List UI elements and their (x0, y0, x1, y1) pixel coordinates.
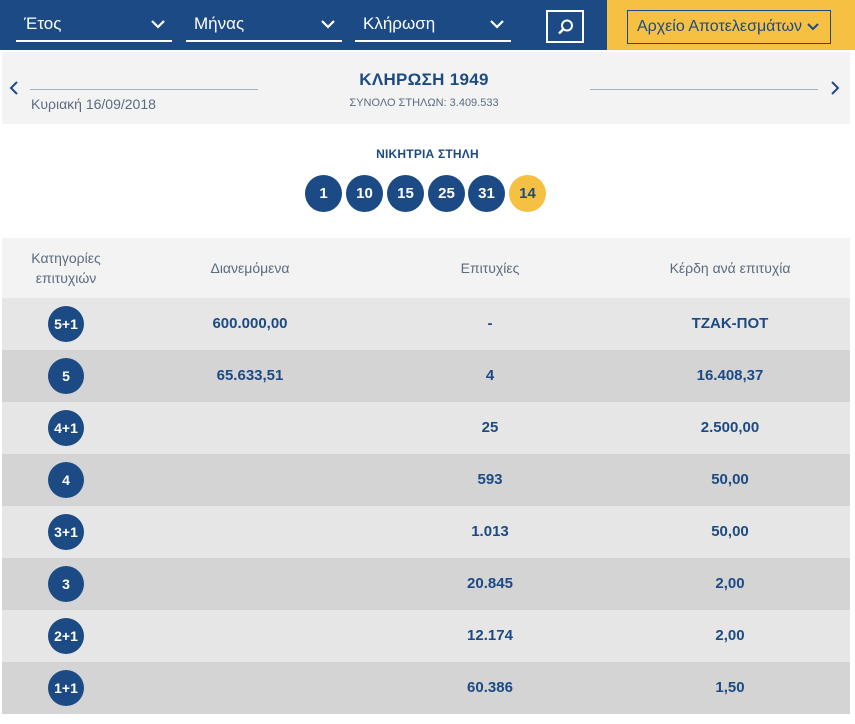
table-row: 3+1 1.013 50,00 (2, 506, 850, 558)
distributed-cell: 65.633,51 (216, 367, 284, 384)
distributed-cell (130, 454, 370, 506)
total-columns: ΣΥΝΟΛΟ ΣΤΗΛΩΝ: 3.409.533 (349, 97, 499, 109)
next-draw-arrow-icon[interactable] (829, 80, 841, 96)
category-badge: 5+1 (48, 306, 84, 342)
number-ball: 10 (346, 175, 383, 212)
previous-draw-arrow-icon[interactable] (8, 80, 20, 96)
draw-title: ΚΛΗΡΩΣΗ 1949 (359, 70, 489, 89)
table-row: 3 20.845 2,00 (2, 558, 850, 610)
draw-dropdown[interactable]: Κλήρωση (355, 10, 511, 42)
category-badge: 2+1 (48, 618, 84, 654)
joker-ball: 14 (509, 175, 546, 212)
month-dropdown-label: Μήνας (194, 14, 245, 33)
prize-cell: 2,00 (715, 575, 745, 592)
winners-cell: - (487, 315, 493, 332)
chevron-down-icon (321, 20, 335, 29)
table-row: 2+1 12.174 2,00 (2, 610, 850, 662)
column-header-category: Κατηγορίες επιτυχιών (31, 250, 101, 286)
distributed-cell (130, 402, 370, 454)
column-header-prize: Κέρδη ανά επιτυχία (669, 260, 791, 276)
table-row: 5 65.633,51 4 16.408,37 (2, 350, 850, 402)
prize-cell: 50,00 (711, 523, 749, 540)
prize-cell: 1,50 (715, 679, 745, 696)
divider (590, 89, 818, 90)
table-row: 4+1 25 2.500,00 (2, 402, 850, 454)
month-dropdown[interactable]: Μήνας (186, 10, 342, 42)
divider (30, 89, 258, 90)
draw-date: Κυριακή 16/09/2018 (31, 96, 156, 112)
archive-dropdown-label: Αρχείο Αποτελεσμάτων (637, 18, 802, 35)
search-button[interactable] (546, 10, 584, 43)
table-row: 1+1 60.386 1,50 (2, 662, 850, 714)
number-ball: 31 (468, 175, 505, 212)
number-ball: 15 (387, 175, 424, 212)
winners-cell: 12.174 (467, 627, 513, 644)
table-row: 5+1 600.000,00 - ΤΖΑΚ-ΠΟΤ (2, 298, 850, 350)
distributed-cell (130, 506, 370, 558)
column-header-winners: Επιτυχίες (460, 260, 520, 276)
prize-cell: 16.408,37 (696, 367, 764, 384)
category-badge: 1+1 (48, 670, 84, 706)
winners-cell: 1.013 (471, 523, 509, 540)
draw-dropdown-label: Κλήρωση (363, 14, 436, 33)
archive-dropdown[interactable]: Αρχείο Αποτελεσμάτων (627, 10, 831, 44)
number-ball: 25 (428, 175, 465, 212)
distributed-cell: 600.000,00 (212, 315, 288, 332)
distributed-cell (130, 610, 370, 662)
draw-header: Κυριακή 16/09/2018 ΚΛΗΡΩΣΗ 1949 ΣΥΝΟΛΟ Σ… (2, 52, 850, 124)
archive-bar-background (607, 0, 855, 50)
prize-cell: 2.500,00 (700, 419, 760, 436)
category-badge: 4 (48, 462, 84, 498)
table-header: Κατηγορίες επιτυχιών Διανεμόμενα Επιτυχί… (2, 238, 850, 298)
filter-bar: Έτος Μήνας Κλήρωση Αρχείο Αποτελεσμάτων (0, 0, 855, 50)
winners-cell: 25 (481, 419, 499, 436)
category-badge: 3 (48, 566, 84, 602)
distributed-cell (130, 662, 370, 714)
prize-table: Κατηγορίες επιτυχιών Διανεμόμενα Επιτυχί… (2, 238, 850, 714)
winners-cell: 4 (485, 367, 495, 384)
winners-cell: 593 (477, 471, 503, 488)
category-badge: 5 (48, 358, 84, 394)
column-header-distributed: Διανεμόμενα (210, 260, 290, 276)
category-badge: 3+1 (48, 514, 84, 550)
chevron-down-icon (490, 20, 504, 29)
chevron-down-icon (151, 20, 165, 29)
prize-cell: 50,00 (711, 471, 749, 488)
prize-cell: 2,00 (715, 627, 745, 644)
prize-cell: ΤΖΑΚ-ΠΟΤ (691, 315, 769, 332)
winners-cell: 60.386 (467, 679, 513, 696)
winning-column-title: ΝΙΚΗΤΡΙΑ ΣΤΗΛΗ (376, 147, 479, 161)
number-ball: 1 (305, 175, 342, 212)
year-dropdown-label: Έτος (24, 14, 62, 33)
category-badge: 4+1 (48, 410, 84, 446)
chevron-down-icon (807, 23, 819, 31)
distributed-cell (130, 558, 370, 610)
search-icon (558, 19, 573, 35)
year-dropdown[interactable]: Έτος (16, 10, 172, 42)
table-row: 4 593 50,00 (2, 454, 850, 506)
winners-cell: 20.845 (467, 575, 513, 592)
